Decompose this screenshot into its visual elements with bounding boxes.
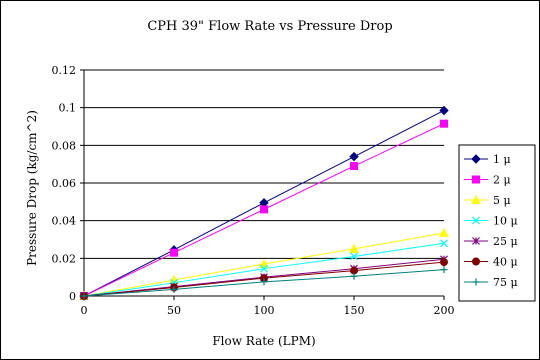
x-axis-label: Flow Rate (LPM) bbox=[212, 334, 315, 348]
legend-item: 2 μ bbox=[464, 174, 511, 187]
legend: 1 μ 2 μ 5 μ 10 μ 25 μ 40 μ 75 μ bbox=[458, 144, 536, 302]
x-tick-label: 0 bbox=[81, 304, 88, 317]
chart-title: CPH 39" Flow Rate vs Pressure Drop bbox=[147, 19, 392, 34]
legend-item: 75 μ bbox=[464, 276, 518, 289]
data-point bbox=[260, 205, 268, 214]
data-point bbox=[350, 252, 358, 261]
legend-label: 40 μ bbox=[493, 256, 518, 269]
data-point bbox=[350, 162, 358, 171]
y-tick-label: 0.04 bbox=[52, 215, 77, 228]
y-tick-label: 0.1 bbox=[59, 102, 77, 115]
data-point bbox=[259, 258, 269, 268]
legend-item: 10 μ bbox=[464, 215, 518, 228]
grid bbox=[84, 69, 444, 259]
y-tick-label: 0.02 bbox=[52, 252, 77, 265]
y-axis-label: Pressure Drop (kg/cm^2) bbox=[25, 110, 39, 266]
data-point bbox=[80, 292, 88, 300]
series-layer bbox=[79, 105, 449, 301]
legend-label: 25 μ bbox=[493, 235, 518, 248]
legend-marker bbox=[472, 175, 480, 184]
data-point bbox=[439, 105, 449, 116]
x-tick-label: 100 bbox=[254, 304, 275, 317]
data-point bbox=[170, 248, 178, 257]
legend-marker bbox=[472, 278, 480, 286]
legend-marker bbox=[472, 257, 480, 266]
legend-item: 25 μ bbox=[464, 235, 518, 248]
axes: 0 0.02 0.04 0.06 0.08 0.1 0.12 0 50 100 150 200 bbox=[52, 64, 455, 317]
data-point bbox=[349, 151, 359, 162]
legend-label: 2 μ bbox=[493, 174, 511, 187]
legend-marker bbox=[472, 237, 480, 245]
data-point bbox=[440, 266, 448, 274]
legend-marker bbox=[472, 216, 480, 225]
x-tick-label: 200 bbox=[434, 304, 455, 317]
data-point bbox=[260, 278, 268, 286]
legend-marker bbox=[471, 154, 481, 164]
x-tick-label: 150 bbox=[344, 304, 365, 317]
legend-box bbox=[458, 144, 536, 302]
data-point bbox=[349, 243, 359, 253]
data-point bbox=[170, 285, 178, 293]
data-point bbox=[260, 264, 268, 273]
legend-marker bbox=[471, 194, 481, 204]
y-tick-label: 0 bbox=[69, 290, 76, 303]
data-point bbox=[440, 119, 448, 128]
legend-label: 5 μ bbox=[493, 194, 511, 207]
series-7 bbox=[80, 266, 448, 300]
legend-label: 1 μ bbox=[493, 153, 511, 166]
data-point bbox=[439, 227, 449, 237]
y-tick-label: 0.08 bbox=[52, 139, 77, 152]
legend-item: 5 μ bbox=[464, 194, 511, 207]
x-tick-label: 50 bbox=[167, 304, 181, 317]
y-tick-label: 0.06 bbox=[52, 177, 77, 190]
data-point bbox=[350, 272, 358, 280]
legend-label: 10 μ bbox=[493, 215, 518, 228]
data-point bbox=[440, 258, 448, 267]
legend-item: 1 μ bbox=[464, 153, 511, 166]
data-point bbox=[440, 239, 448, 248]
legend-item: 40 μ bbox=[464, 256, 518, 269]
legend-label: 75 μ bbox=[493, 276, 518, 289]
y-tick-label: 0.12 bbox=[52, 64, 77, 77]
